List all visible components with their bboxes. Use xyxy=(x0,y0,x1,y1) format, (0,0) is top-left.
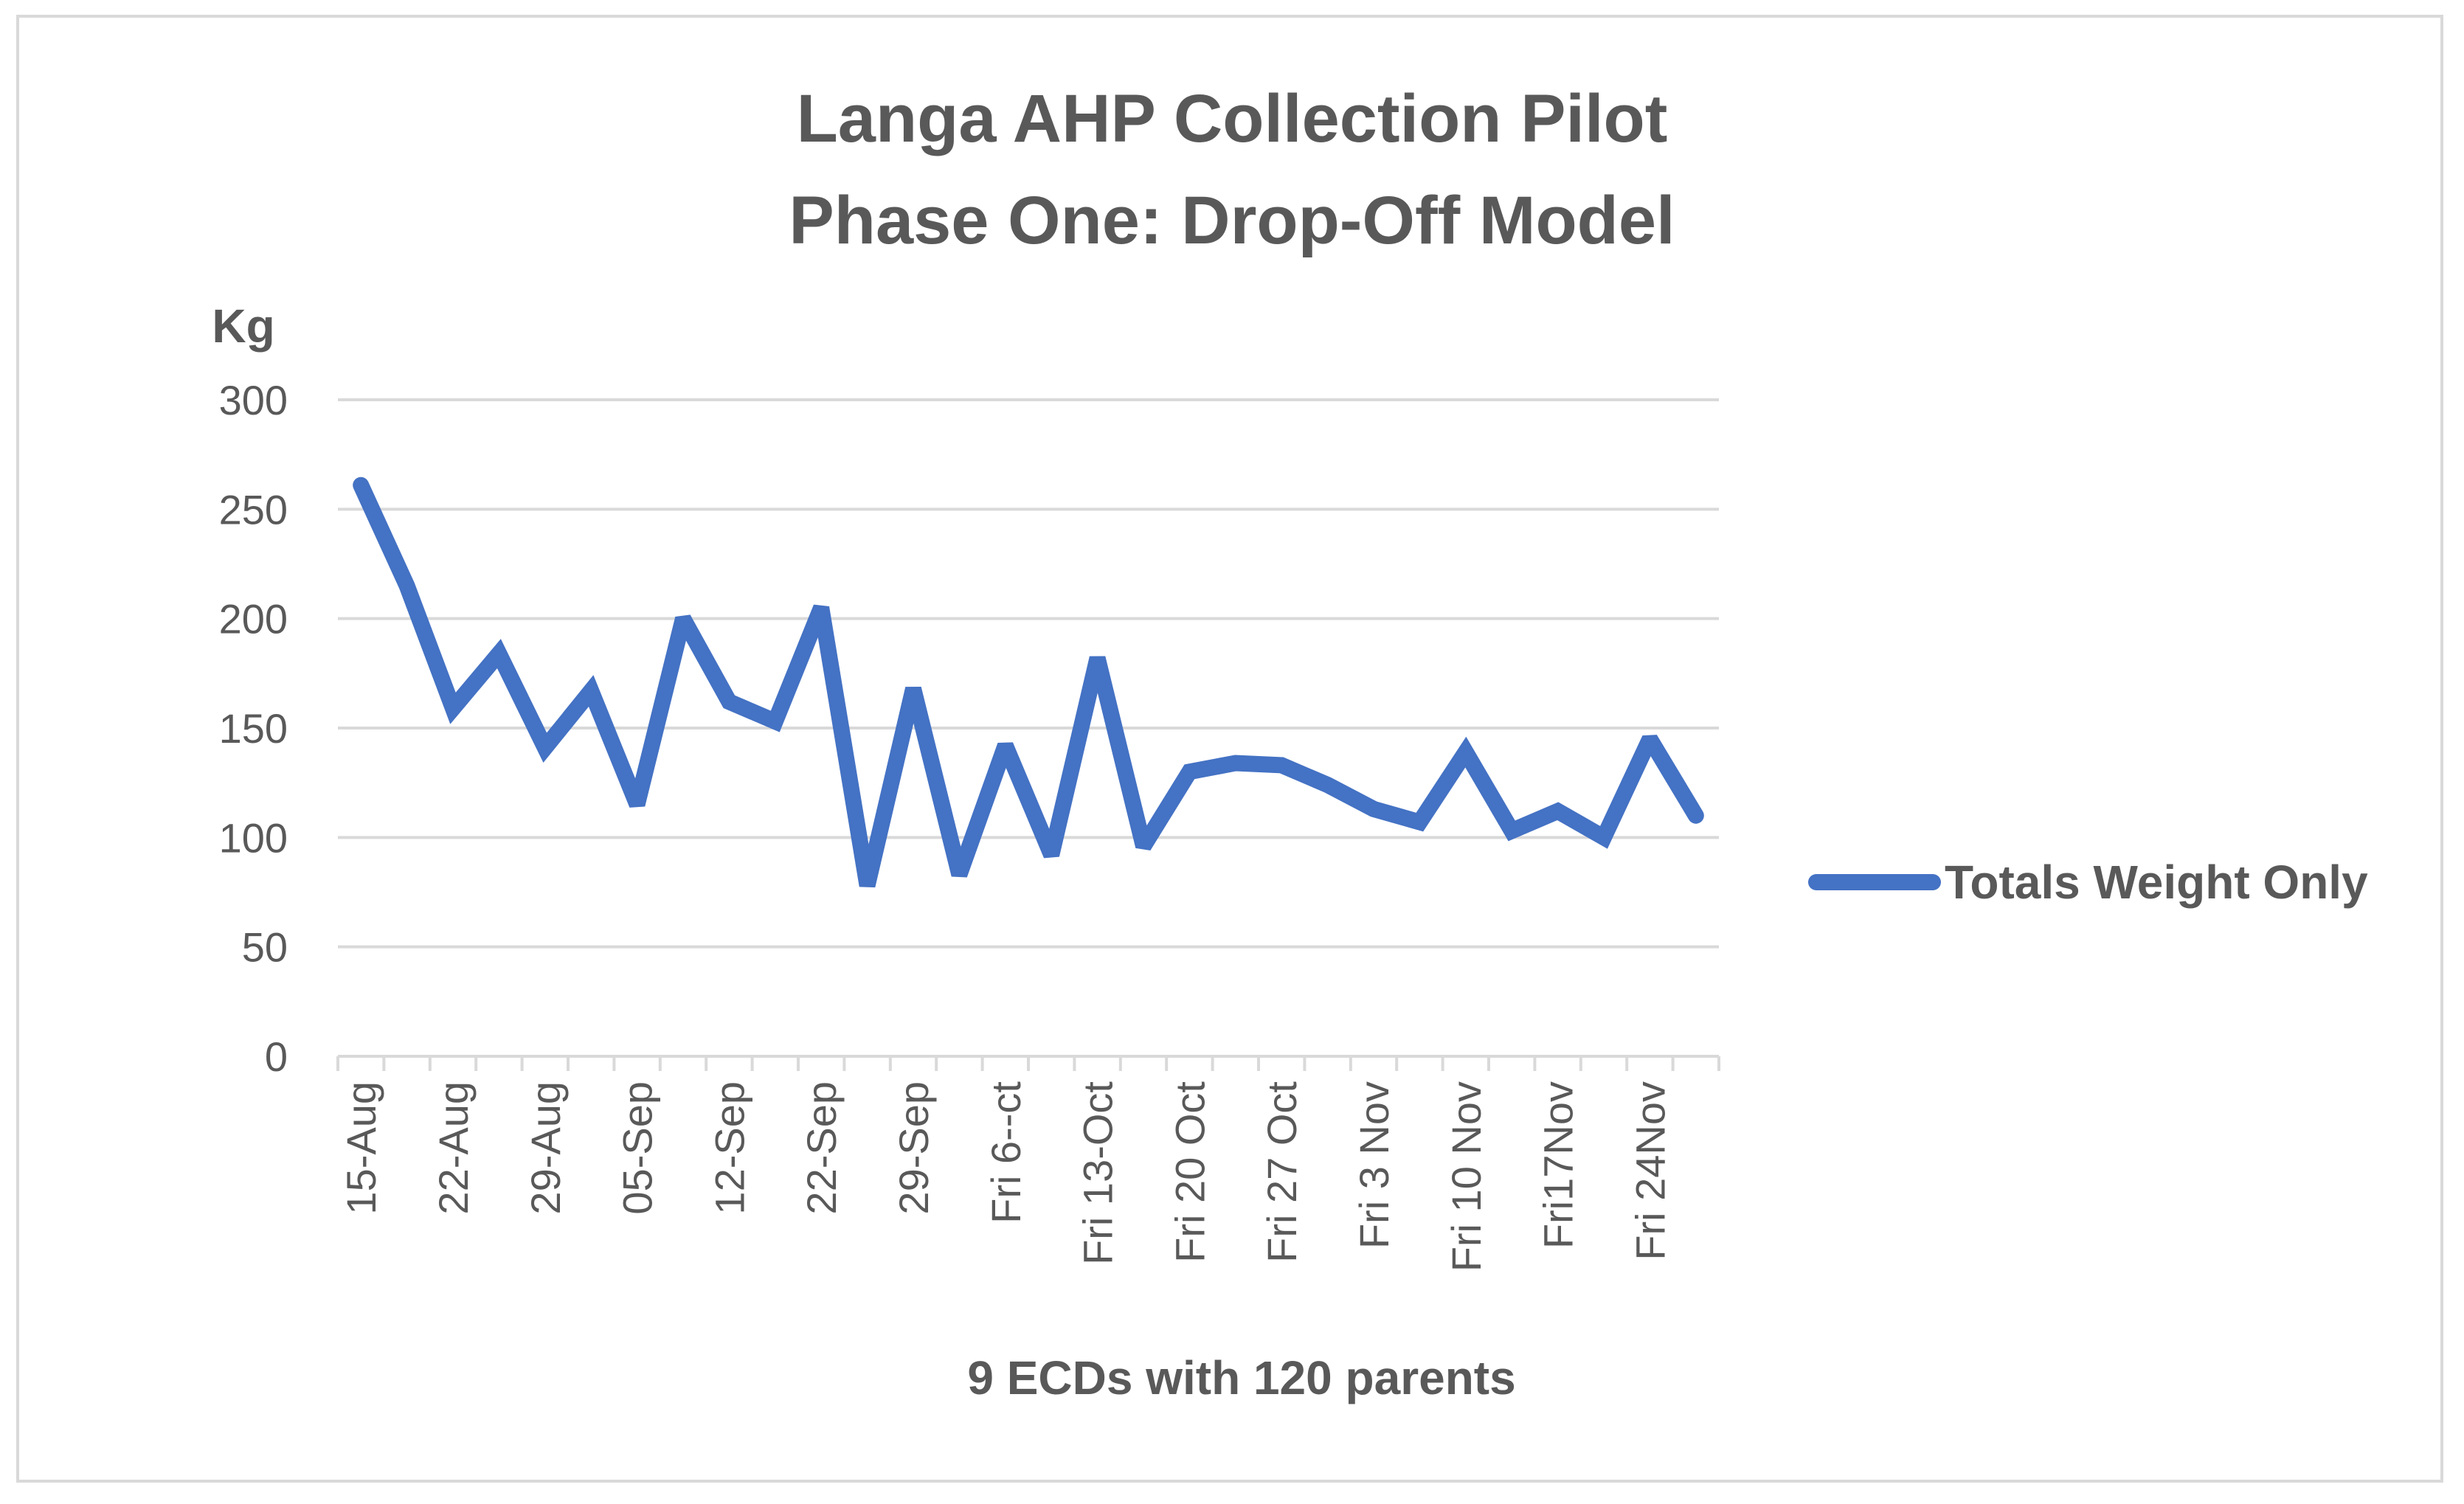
x-tick-label: Fri 13-Oct xyxy=(1075,1081,1121,1265)
x-tick-label: 22-Sep xyxy=(798,1081,845,1215)
x-tick-label: Fri 20 Oct xyxy=(1166,1081,1213,1263)
x-tick-label: Fri 3 Nov xyxy=(1351,1081,1397,1249)
y-tick-label: 150 xyxy=(219,705,288,752)
x-tick-label: Fri 24Nov xyxy=(1627,1081,1673,1261)
series-line xyxy=(353,477,1704,888)
x-tick-label: Fri 6--ct xyxy=(983,1081,1029,1224)
x-axis xyxy=(336,1055,1720,1071)
x-tick-label: 29-Aug xyxy=(522,1081,569,1215)
y-tick-label: 300 xyxy=(219,377,288,423)
x-tick-label: 12-Sep xyxy=(706,1081,752,1215)
gridlines xyxy=(338,398,1719,949)
y-tick-label: 200 xyxy=(219,596,288,642)
y-tick-label: 100 xyxy=(219,814,288,861)
x-tick-label: 22-Aug xyxy=(430,1081,477,1215)
chart-title: Langa AHP Collection Pilot Phase One: Dr… xyxy=(789,81,1675,258)
x-axis-tick-labels: 15-Aug 22-Aug 29-Aug 05-Sep 12-Sep 22-Sep 29-S… xyxy=(338,1081,1673,1272)
x-tick-label: 29-Sep xyxy=(890,1081,937,1215)
x-tick-label: 15-Aug xyxy=(338,1081,384,1215)
legend-label: Totals Weight Only xyxy=(1945,856,2368,909)
y-tick-label: 50 xyxy=(242,924,288,971)
y-axis-ticks: 0 50 100 150 200 250 300 xyxy=(219,377,288,1080)
x-axis-title: 9 ECDs with 120 parents xyxy=(967,1351,1515,1404)
x-tick-label: Fri17Nov xyxy=(1535,1081,1582,1249)
legend: Totals Weight Only xyxy=(1808,856,2368,909)
x-tick-label: 05-Sep xyxy=(615,1081,661,1215)
chart-title-line-2: Phase One: Drop-Off Model xyxy=(789,183,1675,258)
series-group xyxy=(353,477,1704,888)
x-tick-label: Fri 27 Oct xyxy=(1259,1081,1305,1263)
y-tick-label: 0 xyxy=(265,1033,288,1080)
y-axis-title: Kg xyxy=(212,299,274,353)
y-tick-label: 250 xyxy=(219,486,288,533)
chart-title-line-1: Langa AHP Collection Pilot xyxy=(797,81,1668,156)
x-tick-label: Fri 10 Nov xyxy=(1443,1081,1489,1272)
chart-frame xyxy=(16,15,2443,1483)
